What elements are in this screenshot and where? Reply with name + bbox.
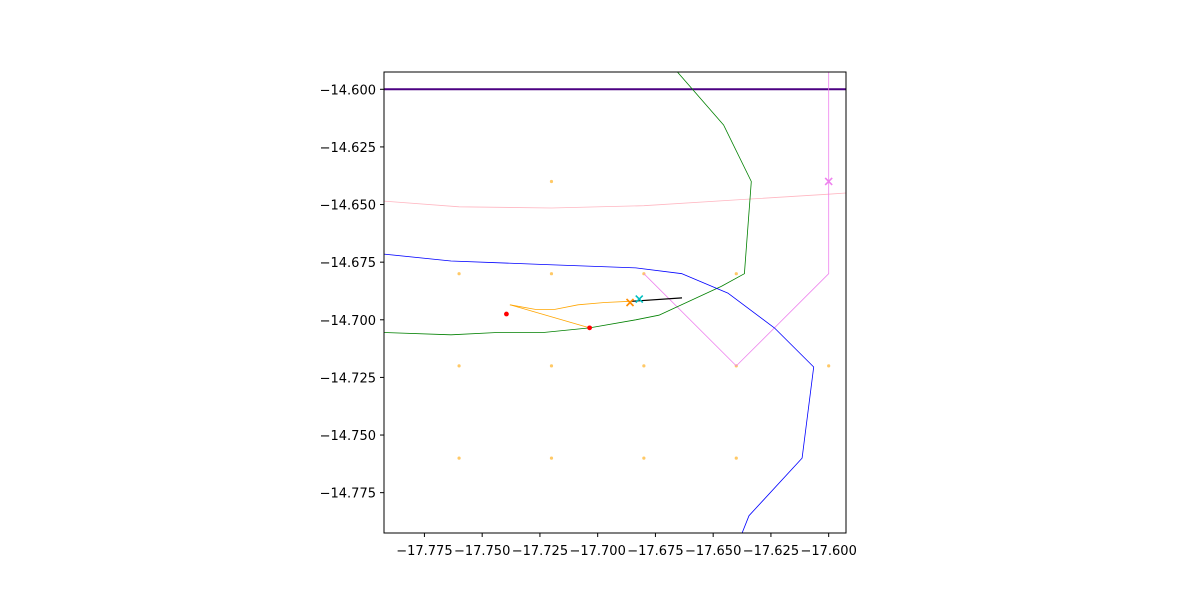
y-tick-label: −14.600 xyxy=(320,83,376,98)
y-tick-label: −14.650 xyxy=(320,199,376,214)
series-line-6 xyxy=(509,299,650,310)
grid-dot xyxy=(549,456,554,460)
grid-dot xyxy=(549,272,554,276)
grid-dot xyxy=(827,364,831,368)
x-tick-label: −17.775 xyxy=(396,544,452,559)
plot-layer xyxy=(384,72,846,533)
data-point xyxy=(504,311,509,317)
x-marker xyxy=(625,298,635,307)
grid-dot xyxy=(734,272,738,276)
data-point xyxy=(587,325,592,331)
grid-dot xyxy=(734,456,738,460)
grid-dot xyxy=(549,364,554,368)
plot-area xyxy=(384,72,846,533)
x-tick-label: −17.700 xyxy=(569,544,625,559)
plot-frame xyxy=(383,71,847,534)
x-tick-label: −17.600 xyxy=(800,544,856,559)
series-line-7 xyxy=(509,304,590,329)
grid-dot xyxy=(642,364,646,368)
x-tick-label: −17.650 xyxy=(685,544,741,559)
x-marker xyxy=(824,177,833,186)
x-tick-label: −17.675 xyxy=(627,544,683,559)
y-tick-label: −14.700 xyxy=(320,314,376,329)
series-line-5 xyxy=(384,253,815,533)
y-tick-label: −14.775 xyxy=(320,487,376,502)
y-tick-label: −14.725 xyxy=(320,371,376,386)
y-tick-label: −14.625 xyxy=(320,141,376,156)
x-tick-label: −17.750 xyxy=(454,544,510,559)
x-marker-stroke xyxy=(625,298,635,307)
y-tick-label: −14.750 xyxy=(320,429,376,444)
series-line-4 xyxy=(384,72,752,336)
axis-layer: −17.775 −17.750 −17.725 −17.700 −17.675 −17.6… xyxy=(320,83,857,559)
x-tick-label: −17.625 xyxy=(743,544,799,559)
y-tick-label: −14.675 xyxy=(320,256,376,271)
series-line-8 xyxy=(631,297,683,302)
grid-dot xyxy=(457,272,461,276)
x-marker-stroke xyxy=(635,294,644,304)
x-tick-label: −17.725 xyxy=(512,544,568,559)
series-line-3 xyxy=(643,72,830,367)
x-marker xyxy=(635,294,644,304)
grid-dot xyxy=(549,179,554,184)
grid-dot xyxy=(642,456,646,460)
grid-dot xyxy=(457,364,461,368)
grid-dot xyxy=(457,456,461,460)
x-marker-stroke xyxy=(824,177,833,186)
